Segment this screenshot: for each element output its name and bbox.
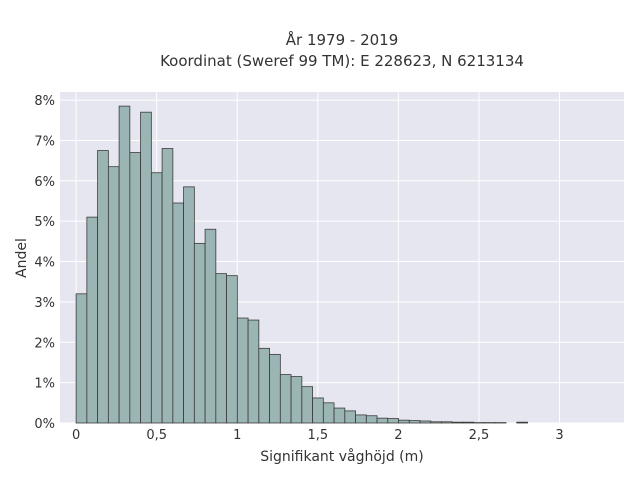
histogram-bar xyxy=(247,319,260,424)
y-tick-label: 3% xyxy=(34,296,55,311)
histogram-bar xyxy=(301,386,313,424)
histogram-bar xyxy=(172,202,184,424)
histogram-bar xyxy=(193,242,206,424)
histogram-bar xyxy=(75,293,88,424)
x-tick-label: 1 xyxy=(233,428,241,443)
y-tick-label: 0% xyxy=(34,417,55,432)
y-tick-label: 4% xyxy=(34,256,55,271)
histogram-bar xyxy=(269,353,281,424)
histogram-bar xyxy=(140,111,152,424)
y-tick-label: 7% xyxy=(34,134,55,149)
chart-subtitle: Koordinat (Sweref 99 TM): E 228623, N 62… xyxy=(160,52,524,70)
y-tick-label: 8% xyxy=(34,94,55,109)
histogram-bar xyxy=(97,150,109,424)
chart-title: År 1979 - 2019 xyxy=(286,30,399,49)
x-axis-label: Signifikant våghöjd (m) xyxy=(260,448,423,465)
histogram-bar xyxy=(161,148,174,424)
histogram-bar xyxy=(344,410,356,424)
histogram-bar xyxy=(118,105,131,424)
histogram-bar xyxy=(376,417,389,424)
histogram-bar xyxy=(215,273,227,424)
x-tick-label: 3 xyxy=(555,428,563,443)
x-tick-label: 0,5 xyxy=(146,428,167,443)
histogram-bar xyxy=(387,418,399,424)
histogram-bar xyxy=(183,186,195,424)
histogram-bar xyxy=(419,420,432,424)
histogram-bar xyxy=(333,407,346,424)
histogram-bar xyxy=(355,414,367,424)
histogram-bar xyxy=(86,216,99,424)
histogram-bar xyxy=(441,421,453,424)
x-tick-label: 0 xyxy=(72,428,80,443)
y-tick-label: 1% xyxy=(34,377,55,392)
y-tick-label: 5% xyxy=(34,215,55,230)
histogram-bar xyxy=(365,415,378,424)
x-tick-label: 1,5 xyxy=(307,428,328,443)
x-axis-ticks: 0 0,5 1 1,5 2 2,5 3 xyxy=(72,428,564,443)
histogram-bar xyxy=(462,421,475,424)
y-tick-label: 6% xyxy=(34,175,55,190)
x-tick-label: 2 xyxy=(394,428,402,443)
histogram-bar xyxy=(258,347,270,424)
histogram-bar xyxy=(451,421,464,424)
histogram-bar xyxy=(398,419,410,424)
y-axis-ticks: 0% 1% 2% 3% 4% 5% 6% 7% 8% xyxy=(34,94,55,432)
histogram-bar xyxy=(290,376,303,424)
histogram-bar xyxy=(516,421,528,424)
histogram-bar xyxy=(430,421,442,424)
y-axis-label: Andel xyxy=(14,238,30,278)
histogram-bar xyxy=(279,374,292,424)
histogram-bar xyxy=(107,166,120,424)
histogram-bars xyxy=(75,105,528,424)
x-tick-label: 2,5 xyxy=(469,428,490,443)
histogram-bar xyxy=(312,397,324,424)
y-tick-label: 2% xyxy=(34,336,55,351)
histogram-bar xyxy=(150,172,163,424)
histogram-bar xyxy=(129,152,142,424)
histogram-bar xyxy=(226,275,238,424)
histogram-bar xyxy=(322,402,335,424)
histogram-bar xyxy=(204,228,217,424)
histogram-bar xyxy=(236,317,249,424)
histogram-bar xyxy=(408,420,421,424)
